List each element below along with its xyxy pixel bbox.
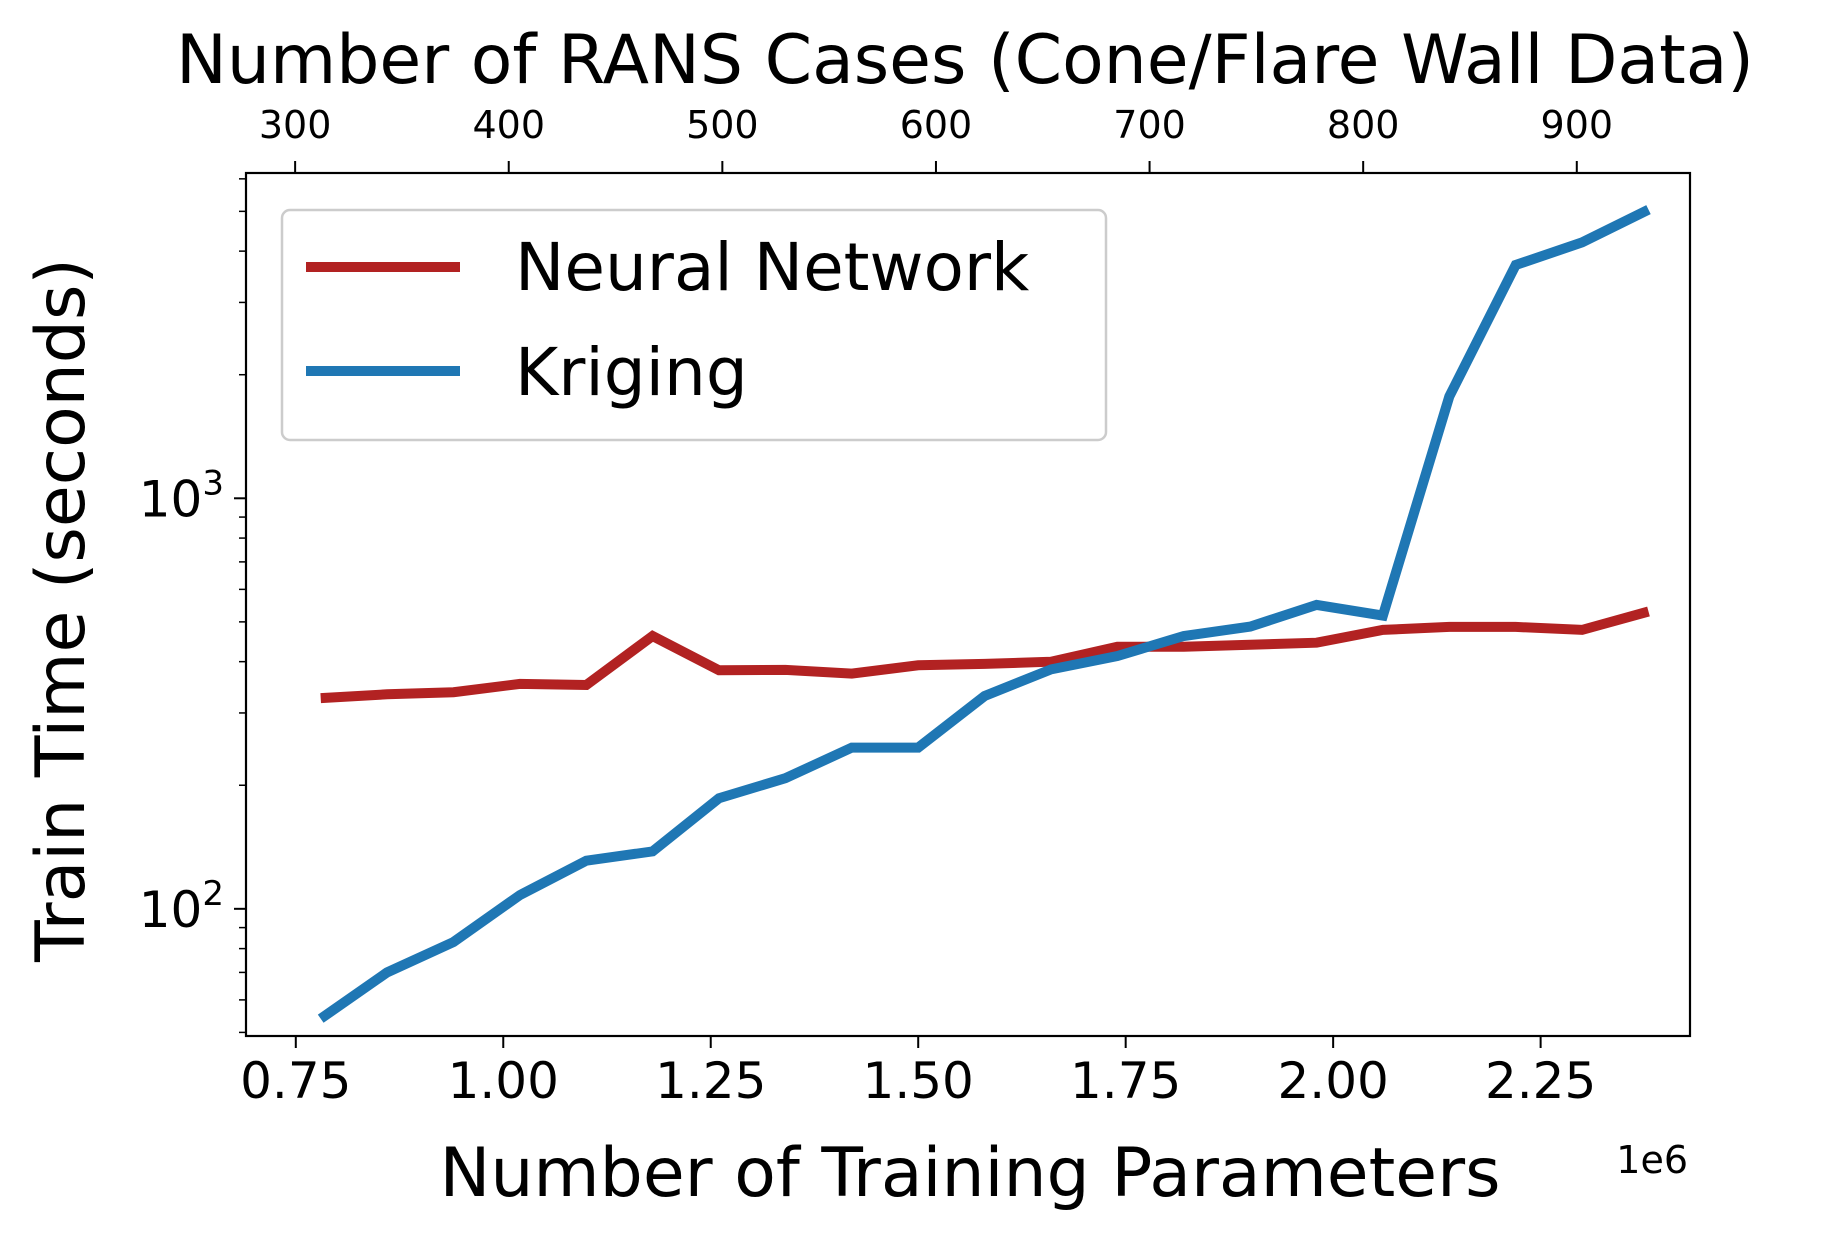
x-tick-label: 0.75 xyxy=(240,1052,351,1110)
y-tick-label: 103 xyxy=(139,463,224,528)
series-line-kriging xyxy=(317,205,1651,1023)
top-x-axis-title: Number of RANS Cases (Cone/Flare Wall Da… xyxy=(176,21,1754,100)
top-x-tick-label: 600 xyxy=(900,103,973,147)
ticks-layer: 0.75 1.00 1.25 1.50 1.75 2.00 2.25 300 400 500 600… xyxy=(139,103,1613,1110)
top-x-tick-label: 800 xyxy=(1327,103,1400,147)
x-tick-label: 1.00 xyxy=(448,1052,559,1110)
x-tick-label: 1.50 xyxy=(863,1052,974,1110)
series-line-neural-network xyxy=(320,606,1650,704)
legend-label-kriging: Kriging xyxy=(515,334,748,411)
plot-frame xyxy=(244,171,1692,1038)
x-tick-label: 2.25 xyxy=(1485,1052,1596,1110)
top-x-tick-label: 400 xyxy=(472,103,545,147)
x-tick-label: 1.25 xyxy=(655,1052,766,1110)
x-axis-offset-label: 1e6 xyxy=(1616,1138,1688,1182)
x-tick-label: 2.00 xyxy=(1277,1052,1388,1110)
series-layer xyxy=(317,205,1651,1023)
top-x-tick-label: 900 xyxy=(1541,103,1614,147)
x-axis-title: Number of Training Parameters xyxy=(439,1134,1500,1213)
top-x-tick-label: 300 xyxy=(259,103,332,147)
y-axis-title: Train Time (seconds) xyxy=(22,258,101,963)
legend: Neural Network Kriging xyxy=(280,208,1108,442)
y-tick-label: 102 xyxy=(139,874,224,939)
top-x-tick-label: 700 xyxy=(1113,103,1186,147)
legend-label-neural-network: Neural Network xyxy=(515,229,1030,306)
x-tick-label: 1.75 xyxy=(1070,1052,1181,1110)
top-x-tick-label: 500 xyxy=(686,103,759,147)
legend-box xyxy=(280,208,1108,442)
